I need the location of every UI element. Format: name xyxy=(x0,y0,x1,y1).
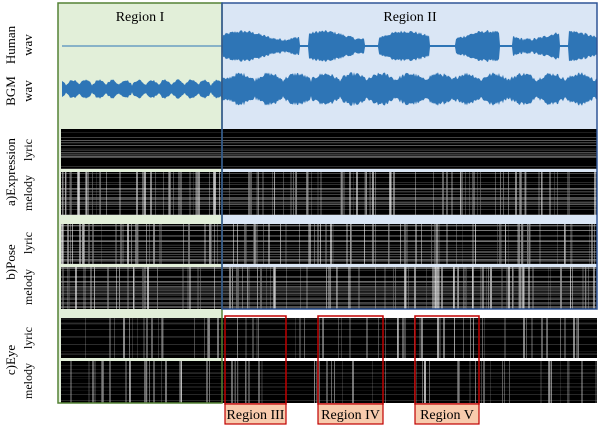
bgm-wav-label: wav xyxy=(20,80,35,102)
region-v-label-bg xyxy=(414,403,480,425)
eye-lyric-panel xyxy=(61,318,597,358)
pose-lyric-panel xyxy=(61,224,597,264)
pose-melody-label: melody xyxy=(21,269,35,305)
pose-melody-panel xyxy=(61,267,597,309)
expression-melody-panel xyxy=(61,172,597,215)
expression-lyric-panel xyxy=(61,129,597,169)
expression-melody-label: melody xyxy=(21,175,35,211)
region-ii-title: Region II xyxy=(383,10,437,25)
bgm-label: BGM xyxy=(3,76,18,106)
region-iii-label: Region III xyxy=(227,408,285,423)
eye-label: c)Eye xyxy=(3,345,18,376)
eye-lyric-label: lyric xyxy=(21,327,35,349)
pose-label: b)Pose xyxy=(3,244,18,280)
waveforms xyxy=(62,30,597,106)
region-i-title: Region I xyxy=(116,10,165,25)
human-wav-label: wav xyxy=(20,34,35,56)
eye-melody-label: melody xyxy=(21,363,35,399)
human-label: Human xyxy=(3,25,18,64)
region-iii-label-bg xyxy=(224,403,287,425)
expression-lyric-label: lyric xyxy=(21,139,35,161)
region-v-label: Region V xyxy=(420,408,474,423)
pose-lyric-label: lyric xyxy=(21,232,35,254)
feature-panels xyxy=(61,129,597,403)
expression-label: a)Expression xyxy=(3,138,18,206)
eye-melody-panel xyxy=(61,361,597,403)
human-waveform xyxy=(62,30,597,62)
region-iv-label: Region IV xyxy=(321,408,380,423)
region-ii-border xyxy=(221,2,598,310)
bgm-waveform xyxy=(62,72,597,106)
region-iv-label-bg xyxy=(317,403,384,425)
